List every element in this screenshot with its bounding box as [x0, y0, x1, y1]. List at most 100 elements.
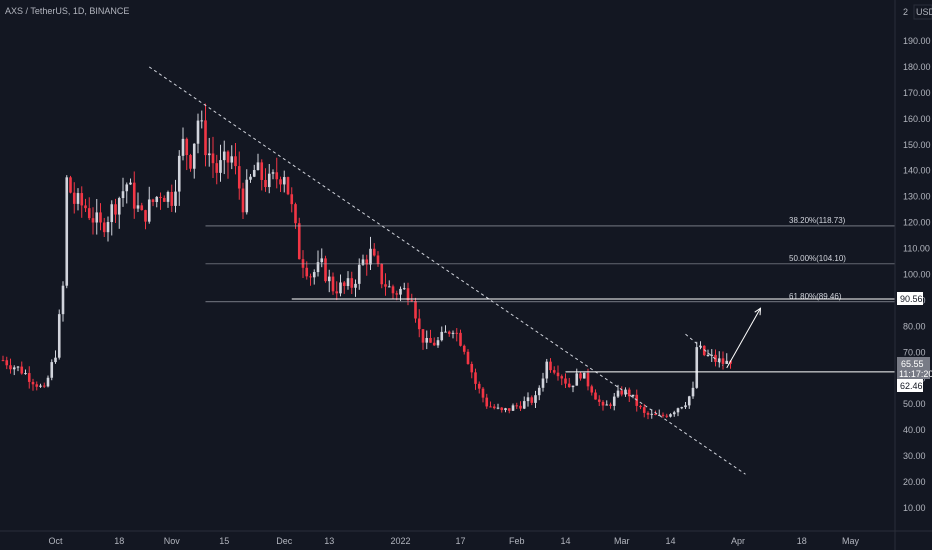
level-tag-high-text: 90.56 [900, 294, 923, 304]
candle-body [294, 204, 297, 224]
time-tick-label: Oct [48, 536, 63, 546]
candle-body [470, 363, 474, 373]
candle-body [384, 284, 387, 287]
candle-body [717, 358, 721, 362]
time-tick-label: Apr [731, 536, 745, 546]
candle-body [365, 259, 369, 265]
candle-body [95, 212, 99, 223]
candle-body [324, 258, 327, 282]
candle-body [519, 405, 522, 409]
candle-body [500, 407, 504, 411]
fib-level-label: 38.20%(118.73) [789, 216, 846, 225]
candle-body [650, 413, 654, 415]
candle-body [432, 342, 436, 346]
candle-body [20, 366, 24, 374]
time-tick-label: 14 [665, 536, 675, 546]
level-tag-high: 90.56 [897, 292, 923, 305]
candle-body [121, 191, 125, 199]
candle-body [496, 407, 500, 409]
candle-body [204, 120, 207, 156]
time-tick-label: 17 [455, 536, 465, 546]
fib-level-label: 50.00%(104.10) [789, 254, 846, 263]
candle-body [222, 151, 226, 161]
candle-body [639, 405, 642, 408]
level-tag-low-text: 62.46 [900, 381, 923, 391]
candle-body [534, 395, 537, 403]
candle-body [549, 361, 552, 371]
candle-body [241, 188, 245, 213]
candle-body [646, 412, 650, 415]
current-price-text: 65.55 [901, 359, 924, 369]
candle-body [474, 372, 477, 384]
candle-body [39, 385, 42, 387]
candle-body [260, 162, 264, 180]
price-tick-label: 160.00 [903, 114, 931, 124]
candle-body [42, 385, 46, 387]
candle-body [665, 415, 669, 417]
candle-body [174, 191, 177, 206]
candle-body [54, 357, 57, 363]
projection-arrow[interactable] [726, 307, 761, 369]
candle-body [530, 397, 534, 403]
candle-body [252, 170, 256, 177]
candle-body [5, 360, 9, 366]
time-axis[interactable]: Oct 18 Nov 15 Dec 13 2022 17 Feb 14 Mar 14 Apr 18 May [48, 536, 859, 546]
candle-body [170, 191, 174, 206]
time-tick-label: 18 [114, 536, 124, 546]
candle-body [331, 276, 335, 292]
candle-body [402, 288, 406, 290]
candle-body [159, 196, 162, 198]
candle-body [125, 184, 129, 192]
candle-body [590, 386, 594, 393]
small-trendline[interactable] [685, 333, 724, 366]
price-tick-label: 170.00 [903, 88, 931, 98]
candle-body [114, 204, 117, 215]
candle-body [189, 155, 192, 169]
price-tick-label: 50.00 [903, 399, 926, 409]
main-trendline[interactable] [148, 66, 746, 475]
candle-body [616, 390, 620, 397]
candle-body [57, 314, 61, 358]
candle-body [609, 404, 612, 406]
candle-body [110, 204, 114, 223]
candle-body [417, 318, 421, 330]
currency-box[interactable] [913, 4, 932, 20]
price-tick-label: 10.00 [903, 503, 926, 513]
price-tick-label: 180.00 [903, 62, 931, 72]
candle-body [9, 365, 12, 370]
fib-level-label: 61.80%(89.46) [789, 292, 842, 301]
candle-body [672, 412, 676, 415]
candle-body [275, 172, 279, 180]
candle-body [339, 282, 342, 294]
time-tick-label: Nov [164, 536, 181, 546]
candle-body [155, 196, 159, 202]
candle-body [507, 408, 511, 411]
candle-body [211, 153, 215, 164]
candle-body [185, 138, 189, 156]
candle-body [695, 347, 699, 388]
candle-body [541, 378, 545, 388]
candles-layer [1, 103, 732, 420]
projection-arrow-head [754, 307, 762, 316]
price-tick-label: 150.00 [903, 140, 931, 150]
candle-body [132, 182, 136, 209]
time-tick-label: 15 [219, 536, 229, 546]
candle-body [515, 405, 519, 407]
candle-body [545, 361, 549, 379]
candle-body [50, 362, 54, 378]
candle-body [309, 276, 312, 278]
candle-body [166, 191, 170, 202]
candle-body [661, 414, 665, 416]
candle-body [477, 383, 481, 389]
candle-body [16, 366, 20, 368]
candle-body [440, 331, 444, 341]
price-axis[interactable]: 2 USDT 190.00 180.00 170.00 160.00 150.00 140… [903, 4, 932, 513]
candle-body [245, 179, 249, 213]
time-tick-label: 18 [797, 536, 807, 546]
candle-body [350, 278, 354, 288]
candle-body [196, 120, 200, 144]
candle-body [226, 151, 230, 163]
candle-body [267, 173, 271, 188]
candle-body [91, 218, 95, 223]
